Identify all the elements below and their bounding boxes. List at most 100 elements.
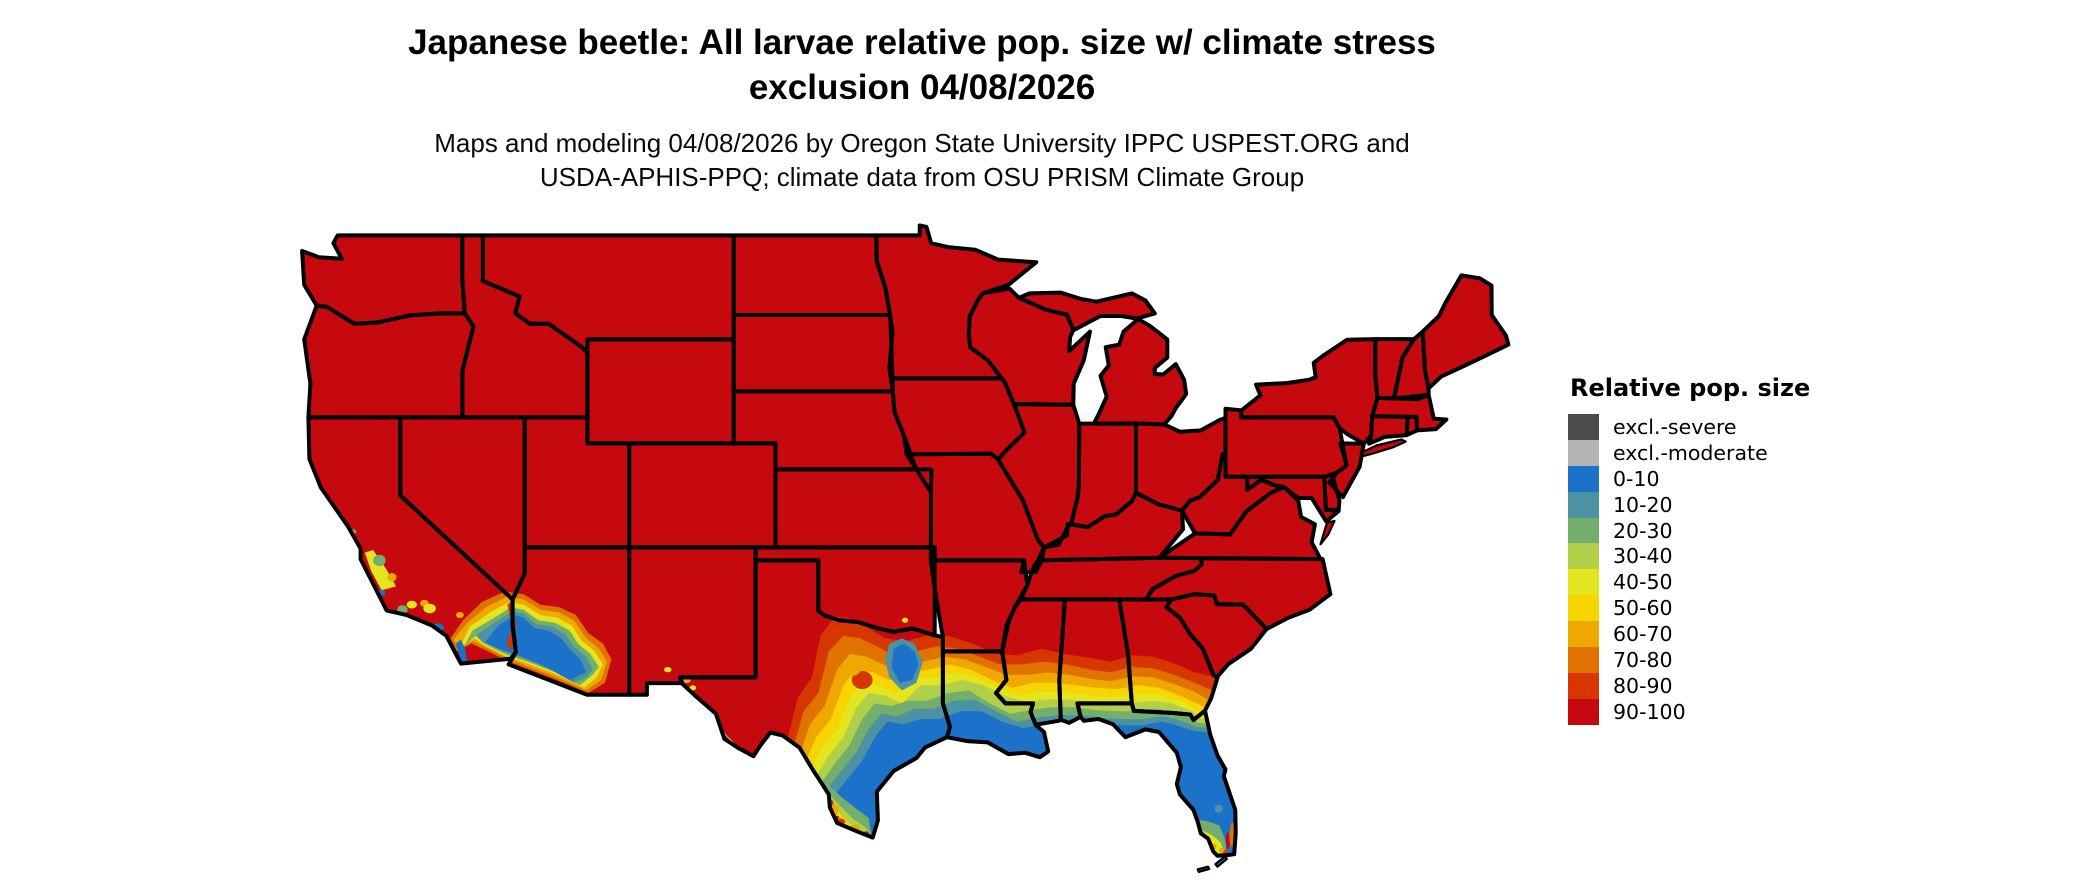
figure-subtitle: Maps and modeling 04/08/2026 by Oregon S… (0, 126, 1844, 194)
state-area-nd (733, 235, 891, 315)
raster-region (851, 670, 873, 690)
state-area-sd (733, 315, 893, 392)
legend-swatch (1568, 439, 1599, 466)
raster-region (891, 643, 919, 683)
legend-swatch (1568, 698, 1599, 725)
figure-subtitle-line1: Maps and modeling 04/08/2026 by Oregon S… (434, 128, 1410, 158)
state-area-ut (524, 417, 630, 548)
state-area-ma (1372, 394, 1447, 431)
raster-region (387, 573, 397, 582)
state-area-ok (755, 547, 935, 636)
figure-title-line1: Japanese beetle: All larvae relative pop… (408, 23, 1436, 62)
header: Japanese beetle: All larvae relative pop… (0, 0, 1844, 194)
raster-region (844, 661, 862, 676)
raster-region (455, 639, 468, 664)
raster-region (1225, 832, 1230, 851)
legend-label: 40-50 (1613, 570, 1673, 595)
state-border-fl (1075, 701, 1238, 858)
figure-title-line2: exclusion 04/08/2026 (748, 68, 1096, 107)
state-border-k2 (1214, 855, 1228, 868)
legend-swatch (1568, 569, 1599, 596)
figure-subtitle-line2: USDA-APHIS-PPQ; climate data from OSU PR… (539, 162, 1305, 192)
legend-row: 30-40 (1568, 543, 1810, 570)
legend-swatch (1568, 621, 1599, 648)
legend-row: 90-100 (1568, 698, 1810, 725)
raster-region (902, 617, 909, 623)
state-area-id (462, 235, 588, 418)
legend-label: 20-30 (1613, 518, 1673, 543)
legend-rows: excl.-severe excl.-moderate 0-10 10-20 20-30… (1568, 414, 1810, 725)
state-area-me (1422, 275, 1509, 389)
legend-row: 50-60 (1568, 595, 1810, 622)
state-area-ca (308, 417, 516, 664)
legend-row: 20-30 (1568, 517, 1810, 544)
raster-region (485, 615, 587, 680)
legend-row: 0-10 (1568, 465, 1810, 492)
state-area-co (629, 443, 776, 548)
state-border-li (1360, 438, 1407, 458)
state-area-sc (1166, 594, 1267, 677)
state-area-nc (1146, 558, 1331, 629)
raster-region (406, 600, 417, 609)
legend-row: 70-80 (1568, 647, 1810, 673)
state-area-miu (1019, 292, 1155, 331)
legend-label: 30-40 (1613, 544, 1673, 569)
map-legend: Relative pop. size excl.-severe excl.-mod… (1568, 374, 1810, 725)
raster-region (456, 611, 464, 619)
figure-title: Japanese beetle: All larvae relative pop… (0, 20, 1844, 110)
state-area-mo (906, 453, 1044, 573)
state-border-ves (1319, 519, 1336, 546)
state-area-or (304, 305, 474, 418)
state-border-mil (1091, 317, 1189, 427)
state-area-ia (892, 378, 1025, 460)
legend-swatch (1568, 647, 1599, 673)
state-area-ky (1038, 492, 1183, 561)
state-area-wv (1182, 452, 1284, 535)
state-area-md (1247, 476, 1339, 522)
state-area-oh (1136, 417, 1226, 511)
legend-row: 60-70 (1568, 621, 1810, 648)
legend-swatch (1568, 491, 1599, 518)
state-border-k1 (1196, 865, 1211, 873)
state-area-wi (968, 288, 1090, 405)
legend-swatch (1568, 465, 1599, 492)
state-area-ct (1369, 416, 1408, 444)
legend-label: 60-70 (1613, 622, 1673, 647)
state-area-ar (930, 560, 1028, 652)
legend-row: 10-20 (1568, 491, 1810, 518)
raster-region (1214, 804, 1223, 813)
legend-swatch (1568, 414, 1599, 440)
state-area-li (1361, 439, 1406, 457)
legend-label: 10-20 (1613, 492, 1673, 517)
state-area-nm (629, 547, 756, 695)
raster-region (364, 550, 397, 591)
state-border-miu (1017, 290, 1157, 333)
state-area-in (1071, 423, 1136, 528)
raster-region (373, 554, 386, 567)
raster-region (1219, 847, 1225, 853)
state-borders (300, 223, 1511, 873)
legend-title: Relative pop. size (1570, 374, 1811, 402)
state-area-ks (775, 469, 932, 548)
legend-swatch (1568, 543, 1599, 570)
raster-region (664, 667, 672, 673)
state-area-wy (587, 339, 734, 444)
state-border-tx (678, 558, 952, 840)
state-border-me (1420, 273, 1511, 391)
legend-label: excl.-moderate (1613, 440, 1768, 465)
raster-region (826, 791, 870, 835)
state-border-oh (1134, 415, 1228, 513)
legend-label: 70-80 (1613, 647, 1673, 672)
state-area-nh (1393, 331, 1429, 399)
raster-region (423, 603, 436, 614)
legend-label: 90-100 (1613, 699, 1686, 724)
legend-row: 80-90 (1568, 672, 1810, 699)
legend-row: excl.-moderate (1568, 439, 1810, 466)
state-area-tn (1021, 557, 1202, 600)
state-area-nv (400, 417, 525, 600)
legend-swatch (1568, 672, 1599, 699)
legend-label: 80-90 (1613, 673, 1673, 698)
legend-swatch (1568, 595, 1599, 622)
